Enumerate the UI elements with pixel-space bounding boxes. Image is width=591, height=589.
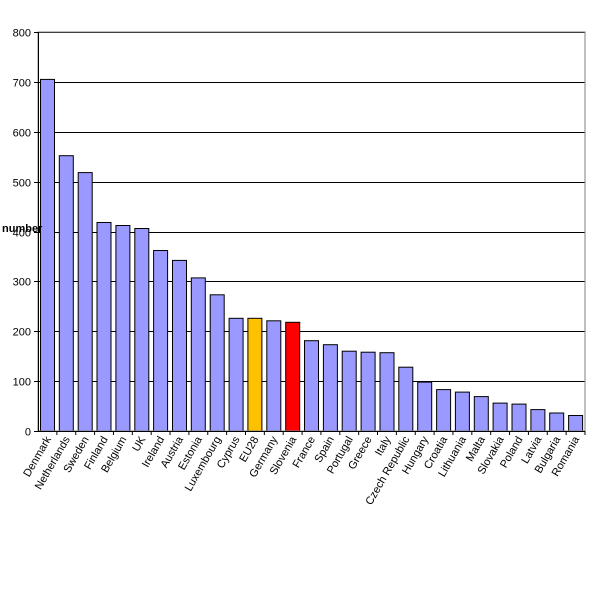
bar-eu28 — [247, 317, 263, 432]
y-tick-label: 500 — [13, 178, 31, 190]
bar-poland — [511, 403, 527, 432]
bar-portugal — [341, 350, 357, 432]
bar-italy — [379, 352, 395, 432]
bar-luxembourg — [209, 294, 225, 432]
bar-czech-republic — [398, 366, 414, 432]
bar-malta — [473, 396, 489, 432]
bar-denmark — [40, 78, 55, 432]
y-tick-label: 0 — [25, 427, 31, 439]
bar-greece — [360, 351, 376, 432]
bar-latvia — [530, 409, 546, 432]
bar-spain — [322, 344, 338, 432]
y-tick-label: 800 — [13, 28, 31, 40]
bar-hungary — [417, 381, 433, 432]
y-tick-label: 300 — [13, 277, 31, 289]
y-tick-label: 400 — [13, 228, 31, 240]
y-tick-label: 600 — [13, 128, 31, 140]
bar-bulgaria — [549, 412, 565, 432]
bar-slovenia — [285, 321, 301, 432]
bar-cyprus — [228, 317, 244, 432]
x-category-label: UK — [130, 434, 148, 454]
bar-uk — [134, 228, 150, 432]
bar-ireland — [153, 250, 169, 432]
bar-estonia — [190, 277, 206, 432]
bar-romania — [568, 415, 584, 432]
bar-slovakia — [492, 402, 508, 432]
y-tick-label: 700 — [13, 78, 31, 90]
axes — [34, 31, 586, 435]
bar-austria — [172, 259, 187, 432]
bar-france — [304, 340, 319, 432]
bar-lithuania — [454, 391, 470, 432]
bar-netherlands — [58, 155, 74, 432]
bar-finland — [96, 222, 112, 432]
bar-germany — [266, 320, 282, 432]
bar-croatia — [436, 389, 452, 432]
y-tick-labels: 0 100 200 300 400 500 600 700 800 — [13, 28, 31, 439]
bar-sweden — [77, 172, 93, 432]
bar-belgium — [115, 225, 131, 432]
y-axis-title: number — [2, 223, 43, 235]
y-tick-label: 200 — [13, 327, 31, 339]
y-tick-label: 100 — [13, 377, 31, 389]
